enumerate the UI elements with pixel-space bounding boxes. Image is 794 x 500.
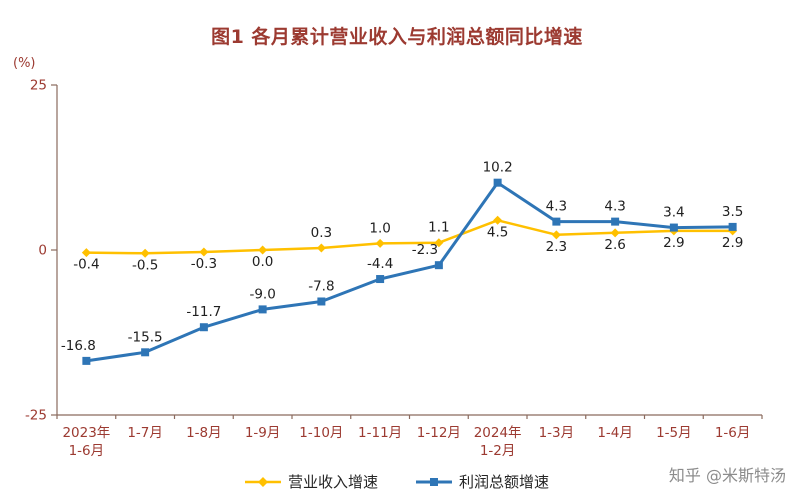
legend-item-profit-growth: 利润总额增速 (416, 471, 549, 492)
marker-diamond (258, 245, 268, 255)
svg-text:1-8月: 1-8月 (186, 425, 222, 441)
watermark: 知乎 @米斯特汤 (668, 466, 786, 485)
svg-text:-11.7: -11.7 (186, 304, 221, 320)
marker-square (493, 178, 502, 187)
x-axis-labels: 2023年 1-6月 1-7月 1-8月 1-9月 1-10月 1-11月 1-12月 2024… (62, 425, 750, 459)
marker-diamond (434, 238, 444, 248)
svg-text:0.3: 0.3 (311, 225, 332, 241)
svg-text:1-11月: 1-11月 (358, 425, 402, 441)
y-axis-unit-label: (%) (13, 56, 36, 71)
legend-revenue-growth-glyph (244, 476, 281, 487)
series-profit-growth (82, 178, 737, 365)
svg-text:25: 25 (30, 78, 47, 94)
marker-square (82, 356, 91, 365)
svg-text:1-3月: 1-3月 (539, 425, 575, 441)
axes (51, 84, 763, 419)
legend-profit-growth-glyph (416, 477, 452, 486)
svg-text:3.5: 3.5 (722, 204, 743, 220)
svg-text:2.9: 2.9 (722, 235, 743, 251)
marker-square (434, 261, 443, 270)
marker-square (199, 323, 208, 332)
series-revenue-growth-labels: -0.4 -0.5 -0.3 0.0 0.3 1.0 1.1 4.5 2.3 2.6 2.9 2.9 (73, 220, 743, 274)
svg-text:1-10月: 1-10月 (299, 425, 343, 441)
marker-diamond (551, 230, 561, 240)
marker-square (728, 222, 737, 231)
marker-square (669, 223, 678, 232)
svg-text:-15.5: -15.5 (128, 329, 163, 345)
svg-text:4.3: 4.3 (604, 199, 625, 215)
marker-diamond (199, 247, 209, 257)
svg-text:1-7月: 1-7月 (127, 425, 163, 441)
svg-text:-0.3: -0.3 (191, 256, 217, 272)
svg-text:-25: -25 (25, 408, 47, 424)
legend-label-profit-growth: 利润总额增速 (459, 473, 550, 491)
svg-text:2.9: 2.9 (663, 235, 684, 251)
svg-text:1-4月: 1-4月 (597, 425, 633, 441)
marker-diamond (375, 238, 385, 248)
svg-text:-0.5: -0.5 (132, 257, 158, 273)
svg-text:1-5月: 1-5月 (656, 425, 692, 441)
svg-text:-0.4: -0.4 (73, 257, 99, 273)
profit-growth-marker-icon (416, 476, 452, 488)
svg-text:-4.4: -4.4 (367, 256, 393, 272)
legend-item-revenue-growth: 营业收入增速 (244, 471, 378, 492)
svg-text:1-9月: 1-9月 (245, 425, 281, 441)
marker-square (258, 305, 267, 314)
series-revenue-growth (81, 215, 738, 258)
marker-square (317, 297, 326, 306)
marker-diamond (316, 243, 326, 253)
y-axis-labels: 25 0 -25 (25, 78, 47, 424)
svg-text:2.3: 2.3 (546, 239, 567, 255)
svg-text:1-6月: 1-6月 (715, 425, 751, 441)
marker-square (611, 217, 620, 226)
svg-text:-2.3: -2.3 (412, 242, 438, 258)
svg-text:3.4: 3.4 (663, 205, 684, 221)
series-profit-growth-labels: -16.8 -15.5 -11.7 -9.0 -7.8 -4.4 -2.3 10.2 4.3 4.… (61, 160, 743, 354)
svg-text:-16.8: -16.8 (61, 338, 96, 354)
legend-label-revenue-growth: 营业收入增速 (287, 473, 378, 491)
chart-title: 图1 各月累计营业收入与利润总额同比增速 (211, 26, 583, 48)
svg-text:1-12月: 1-12月 (417, 425, 461, 441)
svg-text:0: 0 (38, 243, 47, 259)
svg-text:-7.8: -7.8 (308, 278, 334, 294)
svg-text:10.2: 10.2 (483, 160, 513, 176)
svg-text:0.0: 0.0 (252, 254, 273, 270)
marker-diamond (81, 248, 91, 258)
marker-diamond (493, 215, 503, 225)
svg-text:-9.0: -9.0 (249, 286, 275, 302)
svg-text:4.5: 4.5 (487, 224, 508, 240)
svg-text:4.3: 4.3 (546, 199, 567, 215)
svg-text:1.1: 1.1 (428, 220, 449, 236)
svg-text:1.0: 1.0 (369, 220, 390, 236)
revenue-growth-marker-icon (244, 476, 281, 488)
marker-square (141, 348, 150, 357)
svg-text:2.6: 2.6 (604, 237, 625, 253)
chart-legend: 营业收入增速 利润总额增速 (244, 471, 549, 492)
marker-square (376, 275, 385, 284)
marker-diamond (610, 228, 620, 238)
marker-diamond (140, 248, 150, 258)
marker-square (552, 217, 561, 226)
